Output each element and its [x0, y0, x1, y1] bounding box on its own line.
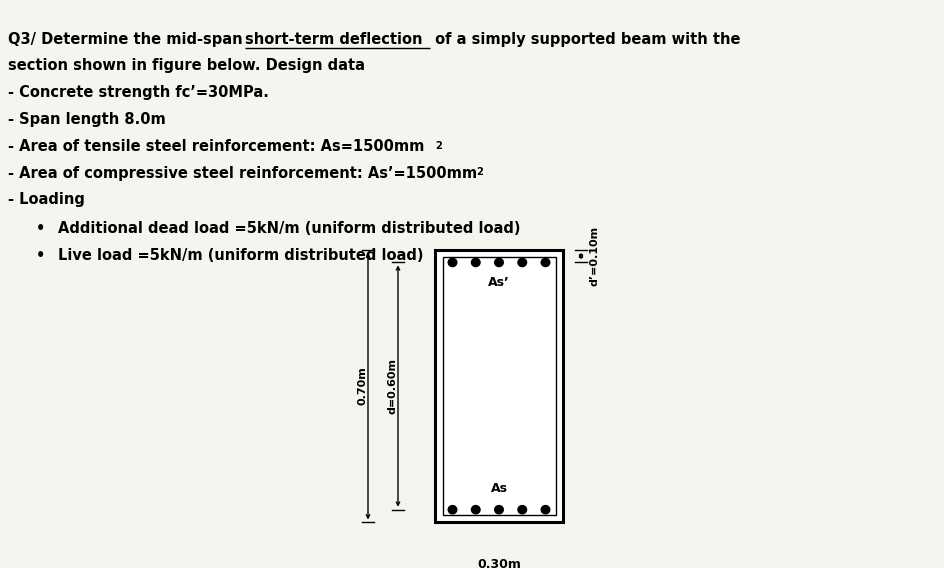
Circle shape: [448, 506, 457, 514]
Circle shape: [448, 258, 457, 266]
Text: Live load =5kN/m (uniform distributed load): Live load =5kN/m (uniform distributed lo…: [58, 248, 424, 263]
Text: - Area of compressive steel reinforcement: Asʼ=1500mm: - Area of compressive steel reinforcemen…: [8, 165, 477, 181]
Circle shape: [495, 506, 503, 514]
Text: of a simply supported beam with the: of a simply supported beam with the: [430, 32, 740, 47]
Text: 0.70m: 0.70m: [357, 367, 367, 406]
Text: Q3/ Determine the mid-span: Q3/ Determine the mid-span: [8, 32, 247, 47]
Circle shape: [541, 258, 549, 266]
Circle shape: [518, 506, 527, 514]
Text: d=0.60m: d=0.60m: [387, 358, 397, 414]
Text: 2: 2: [476, 168, 483, 177]
Circle shape: [495, 258, 503, 266]
Text: - Area of tensile steel reinforcement: As=1500mm: - Area of tensile steel reinforcement: A…: [8, 139, 425, 154]
Circle shape: [518, 258, 527, 266]
Text: As: As: [491, 482, 508, 495]
Bar: [443, 257, 555, 515]
Text: - Span length 8.0m: - Span length 8.0m: [8, 112, 166, 127]
Text: •: •: [36, 248, 45, 263]
Text: 0.30m: 0.30m: [477, 558, 521, 568]
Text: - Concrete strength fcʼ=30MPa.: - Concrete strength fcʼ=30MPa.: [8, 85, 269, 100]
Bar: [435, 250, 563, 523]
Text: section shown in figure below. Design data: section shown in figure below. Design da…: [8, 59, 365, 73]
Circle shape: [541, 506, 549, 514]
Text: Additional dead load =5kN/m (uniform distributed load): Additional dead load =5kN/m (uniform dis…: [58, 221, 520, 236]
Text: 2: 2: [435, 141, 442, 151]
Text: As’: As’: [488, 276, 510, 289]
Circle shape: [471, 258, 480, 266]
Text: •: •: [36, 221, 45, 236]
Circle shape: [471, 506, 480, 514]
Text: short-term deflection: short-term deflection: [245, 32, 423, 47]
Text: - Loading: - Loading: [8, 193, 85, 207]
Text: d’=0.10m: d’=0.10m: [590, 226, 600, 286]
